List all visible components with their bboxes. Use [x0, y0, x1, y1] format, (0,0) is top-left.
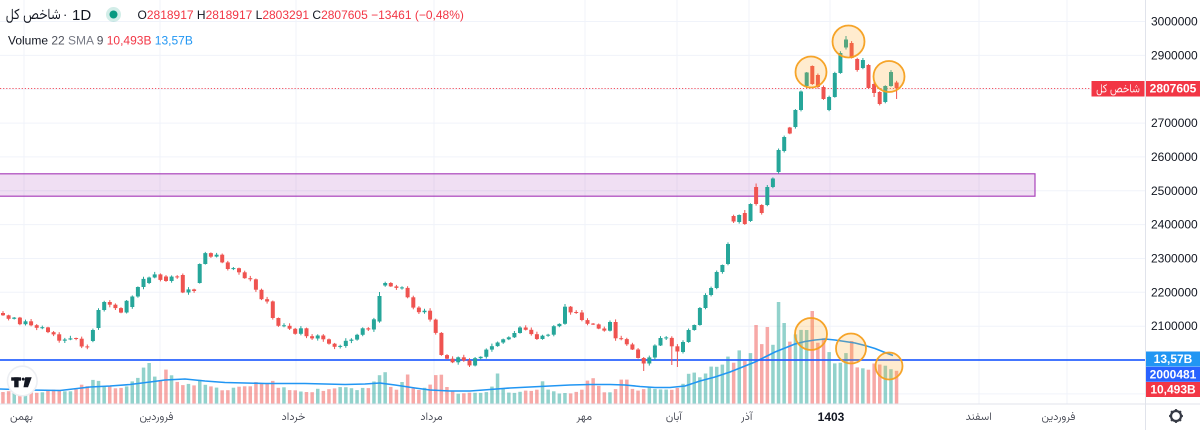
svg-text:1403: 1403 [818, 410, 845, 424]
svg-text:2100000: 2100000 [1151, 319, 1198, 333]
svg-text:3000000: 3000000 [1151, 15, 1198, 29]
svg-text:2400000: 2400000 [1151, 218, 1198, 232]
svg-text:2700000: 2700000 [1151, 116, 1198, 130]
svg-text:2200000: 2200000 [1151, 285, 1198, 299]
svg-text:2000481: 2000481 [1150, 367, 1197, 381]
svg-text:O2818917 H2818917 L2803291 C28: O2818917 H2818917 L2803291 C2807605 −134… [138, 8, 464, 22]
svg-text:2807605: 2807605 [1150, 82, 1197, 96]
svg-text:2900000: 2900000 [1151, 48, 1198, 62]
svg-text:Volume 22 SMA 9 10,493B 13,57: Volume 22 SMA 9 10,493B 13,57B [8, 34, 193, 48]
svg-text:·: · [63, 7, 67, 22]
svg-text:1D: 1D [72, 7, 91, 24]
svg-text:2600000: 2600000 [1151, 150, 1198, 164]
svg-text:10,493B: 10,493B [1150, 383, 1196, 397]
svg-text:13,57B: 13,57B [1154, 352, 1193, 366]
svg-text:2500000: 2500000 [1151, 184, 1198, 198]
svg-text:2300000: 2300000 [1151, 251, 1198, 265]
